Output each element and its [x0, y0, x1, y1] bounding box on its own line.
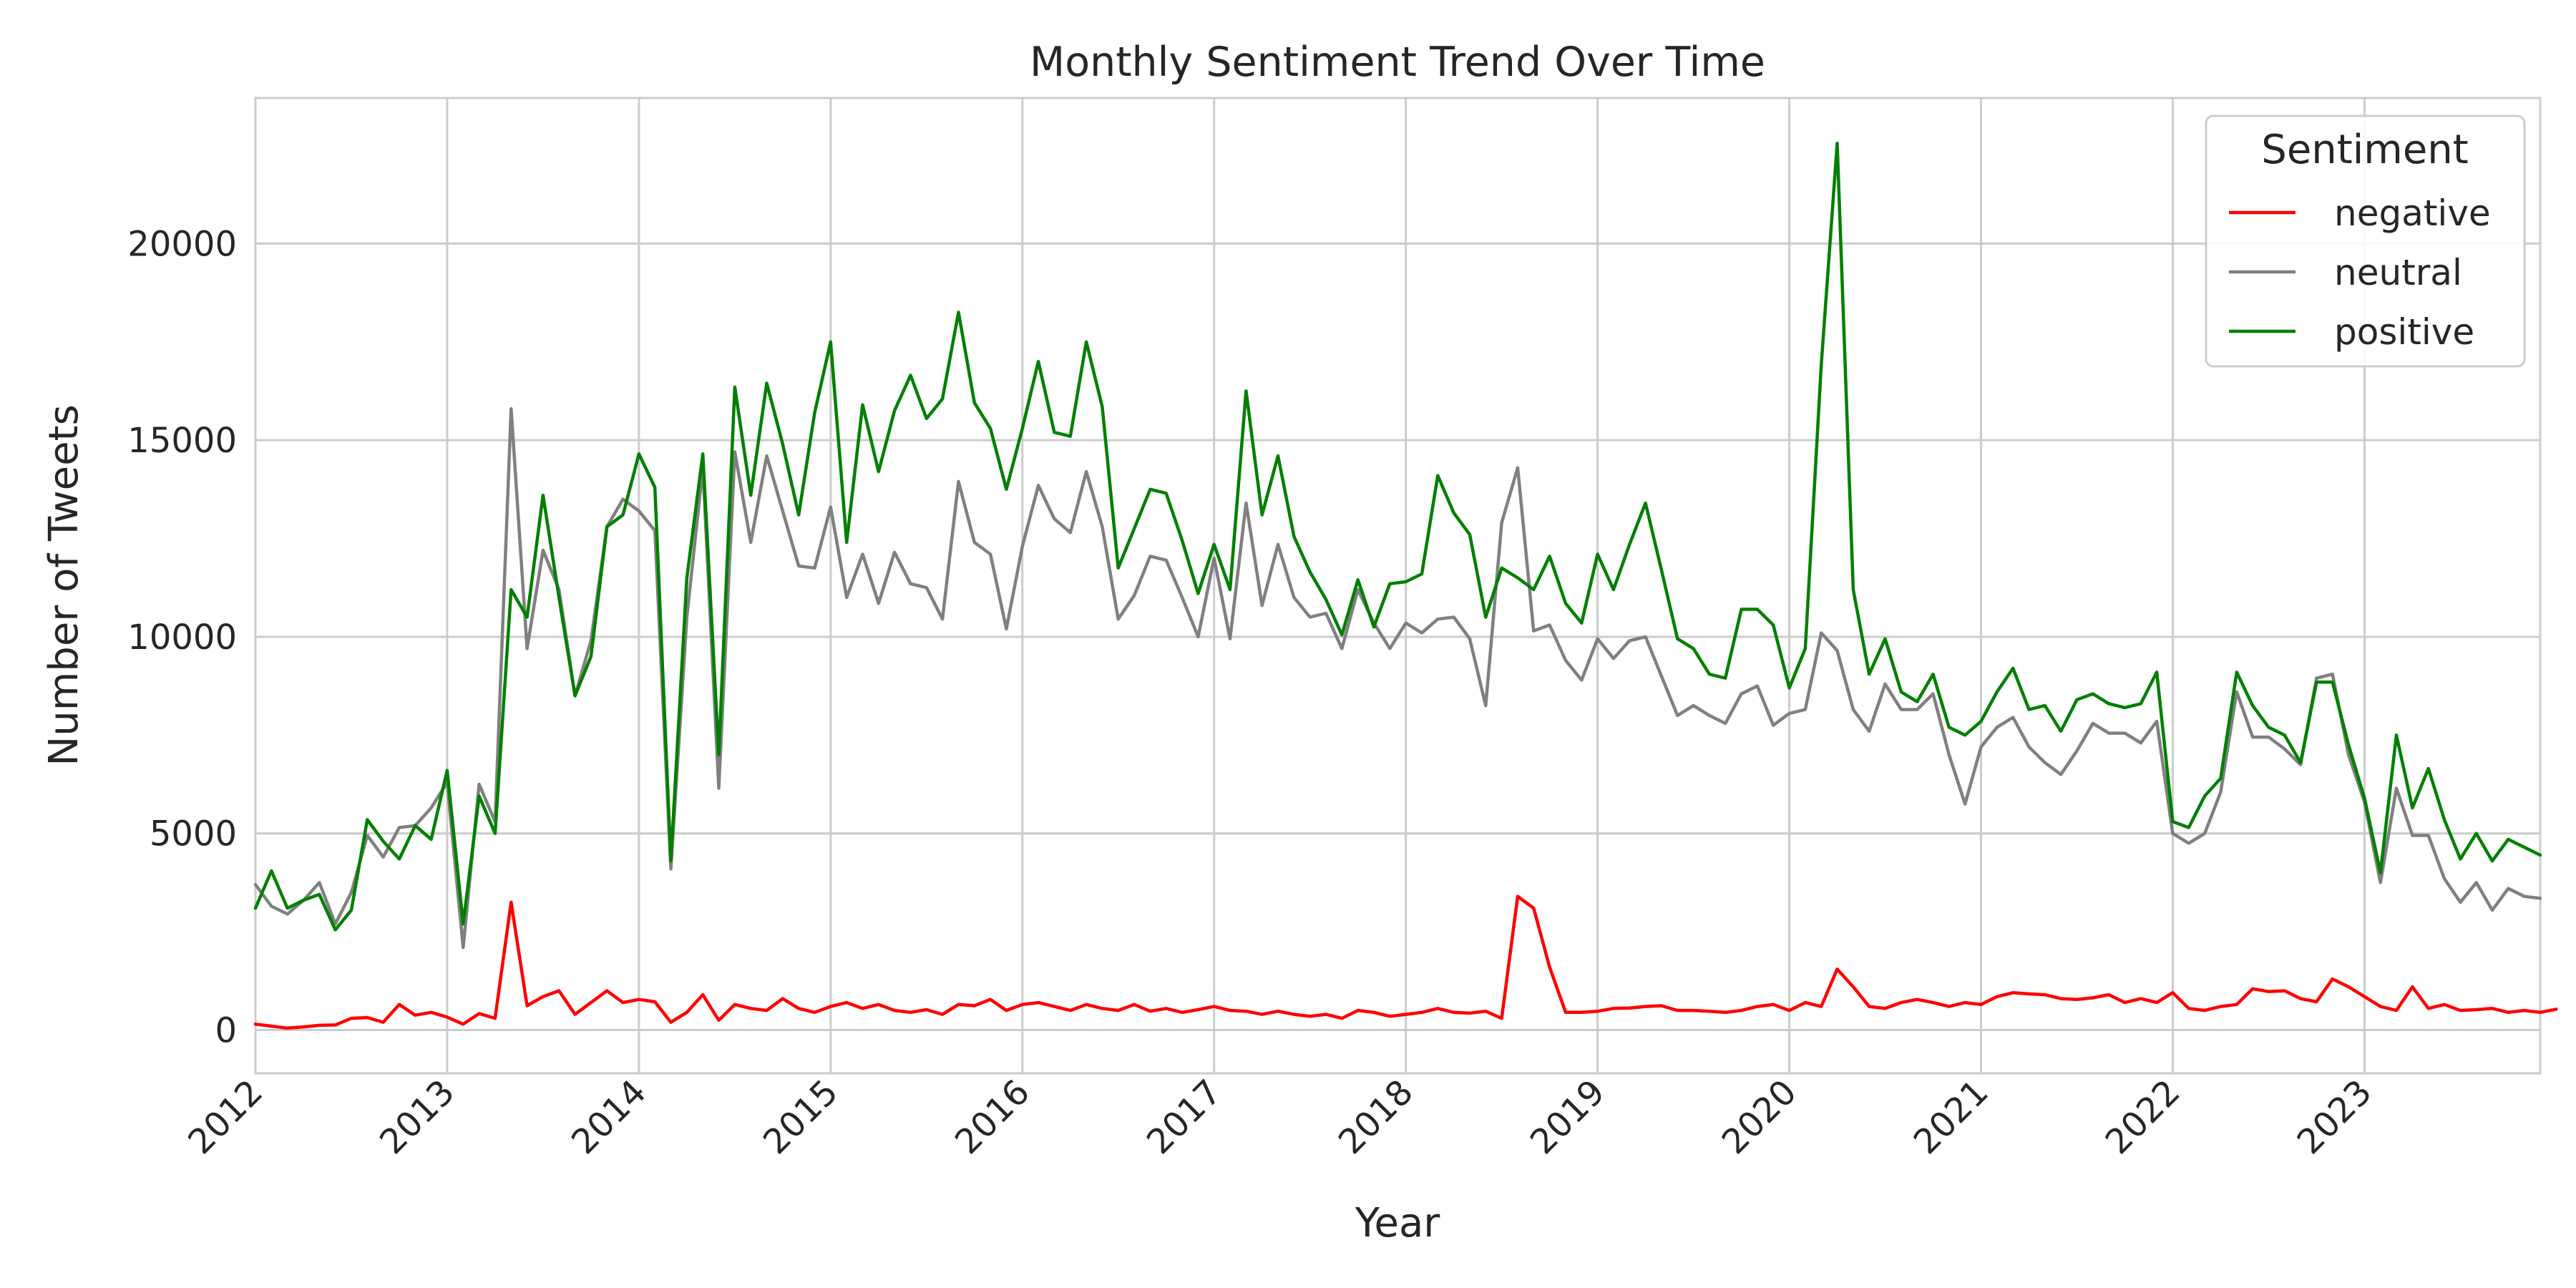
y-tick-label: 20000 — [127, 224, 237, 264]
series-line-positive — [253, 141, 2542, 932]
y-tick-label: 5000 — [150, 814, 237, 854]
x-axis-title: Year — [1355, 1200, 1441, 1246]
y-axis-ticks: 0 5000 10000 15000 20000 — [127, 224, 237, 1050]
y-tick-label: 0 — [215, 1011, 237, 1051]
y-tick-label: 10000 — [127, 618, 237, 658]
legend-title: Sentiment — [2261, 127, 2468, 173]
y-axis-title: Number of Tweets — [41, 404, 87, 766]
chart-title: Monthly Sentiment Trend Over Time — [1030, 39, 1765, 86]
legend-label-positive: positive — [2334, 311, 2474, 353]
y-tick-label: 15000 — [127, 421, 237, 461]
legend-item-neutral: neutral — [2229, 252, 2462, 293]
plot-frame — [254, 97, 2542, 1075]
legend-item-positive: positive — [2229, 311, 2474, 353]
series-line-neutral — [253, 406, 2542, 950]
legend-items: negative neutral positive — [2229, 192, 2491, 353]
legend-item-negative: negative — [2229, 192, 2491, 234]
legend: Sentiment negative neutral positive — [2205, 114, 2526, 368]
legend-label-negative: negative — [2334, 192, 2491, 234]
legend-box — [2205, 114, 2526, 368]
series-layer — [253, 141, 2558, 1030]
legend-label-neutral: neutral — [2334, 252, 2462, 293]
series-line-negative — [253, 894, 2558, 1030]
